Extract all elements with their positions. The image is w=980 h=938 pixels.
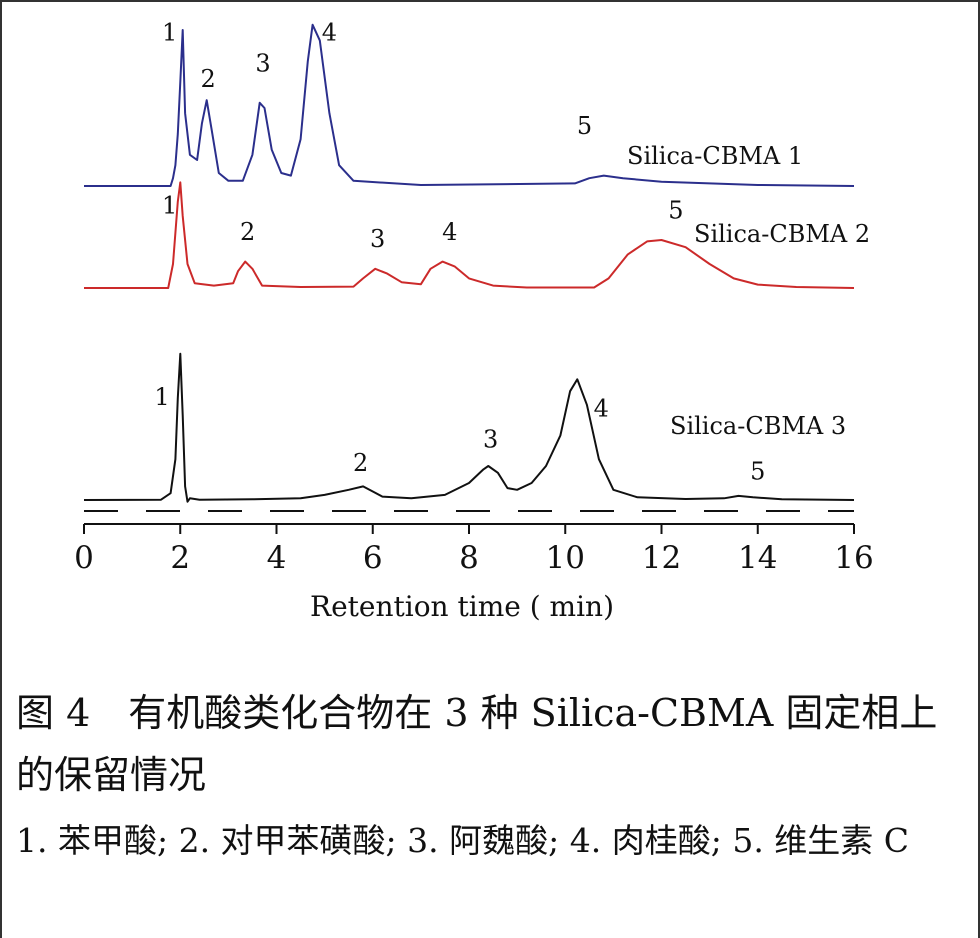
peak-label-s3-3: 3 [483, 425, 498, 453]
peak-label-s2-2: 2 [240, 218, 255, 246]
x-tick-label-10: 10 [546, 540, 585, 576]
series-label-2: Silica-CBMA 2 [694, 220, 870, 248]
peak-label-s1-3: 3 [255, 50, 270, 78]
peak-label-s2-5: 5 [668, 196, 683, 224]
peak-label-s3-2: 2 [353, 449, 368, 477]
x-axis: 0 2 4 6 8 10 12 14 16 [74, 510, 874, 576]
peak-label-s2-4: 4 [442, 218, 457, 246]
series-line-1 [84, 23, 855, 187]
series-line-2 [84, 181, 855, 289]
series-line-3 [83, 352, 855, 503]
peak-label-s1-4: 4 [322, 18, 337, 46]
x-tick-label-2: 2 [170, 540, 190, 576]
x-tick-label-4: 4 [267, 540, 287, 576]
series-label-3: Silica-CBMA 3 [670, 412, 846, 440]
series-labels-group: Silica-CBMA 1 Silica-CBMA 2 Silica-CBMA 3 [627, 142, 870, 440]
peak-label-s1-1: 1 [162, 18, 177, 46]
peak-label-s1-5: 5 [577, 112, 592, 140]
x-tick-label-16: 16 [834, 540, 873, 576]
traces-group [83, 23, 855, 503]
figure-caption-title: 图 4 有机酸类化合物在 3 种 Silica-CBMA 固定相上的保留情况 [16, 691, 938, 797]
peak-label-s2-1: 1 [162, 192, 177, 220]
x-tick-label-12: 12 [642, 540, 681, 576]
peak-label-s3-5: 5 [750, 458, 765, 486]
x-axis-title: Retention time ( min) [310, 590, 614, 623]
x-tick-label-14: 14 [738, 540, 777, 576]
peak-label-s1-2: 2 [201, 65, 216, 93]
peak-label-s3-1: 1 [154, 383, 169, 411]
figure-caption-legend: 1. 苯甲酸; 2. 对甲苯磺酸; 3. 阿魏酸; 4. 肉桂酸; 5. 维生素… [16, 821, 910, 860]
series-label-1: Silica-CBMA 1 [627, 142, 803, 170]
x-tick-label-8: 8 [459, 540, 479, 576]
peak-label-s3-4: 4 [594, 395, 609, 423]
peak-label-s2-3: 3 [370, 225, 385, 253]
x-tick-label-6: 6 [363, 540, 383, 576]
x-tick-label-0: 0 [74, 540, 94, 576]
